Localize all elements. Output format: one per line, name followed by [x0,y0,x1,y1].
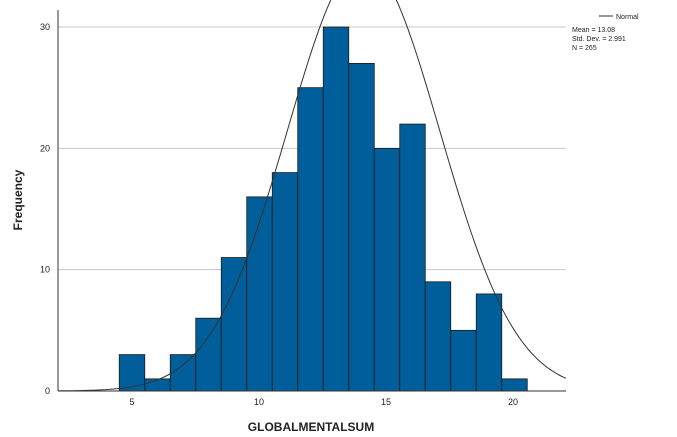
y-tick-label: 30 [40,22,50,32]
histogram-bar [450,329,477,392]
x-tick-label: 10 [254,397,264,407]
histogram-bar [246,196,273,392]
x-tick-label: 5 [129,397,134,407]
histogram-bar [271,172,299,392]
y-axis-title: Frequency [11,169,25,230]
stats-mean: Mean = 13.08 [572,27,615,34]
y-tick-label: 10 [40,265,50,275]
histogram-bar [322,26,350,392]
histogram-bar [118,354,146,392]
histogram-bar [373,147,401,392]
histogram-bars [118,26,528,392]
histogram-bar [348,63,375,392]
histogram-bar [399,123,426,392]
x-axis-title: GLOBALMENTALSUM [248,420,374,434]
normal-curve [57,0,567,392]
histogram-bar [220,257,248,392]
axes [57,10,566,392]
x-tick-label: 15 [381,397,391,407]
y-tick-label: 20 [40,143,50,153]
legend: Normal Mean = 13.08 Std. Dev. = 2.991 N … [572,14,639,52]
histogram-bar [297,87,324,392]
tick-labels: 0 10 20 30 5 10 15 20 [40,22,518,407]
stats-n: N = 265 [572,45,597,52]
y-tick-label: 0 [45,386,50,396]
stats-std-dev: Std. Dev. = 2.991 [572,36,626,43]
x-tick-label: 20 [508,397,518,407]
histogram-bar [424,281,452,392]
legend-normal-label: Normal [616,14,639,21]
histogram-bar [475,293,503,392]
histogram-bar [195,317,222,392]
histogram-bar [169,354,197,392]
histogram-bar [144,378,171,392]
histogram-bar [501,378,528,392]
